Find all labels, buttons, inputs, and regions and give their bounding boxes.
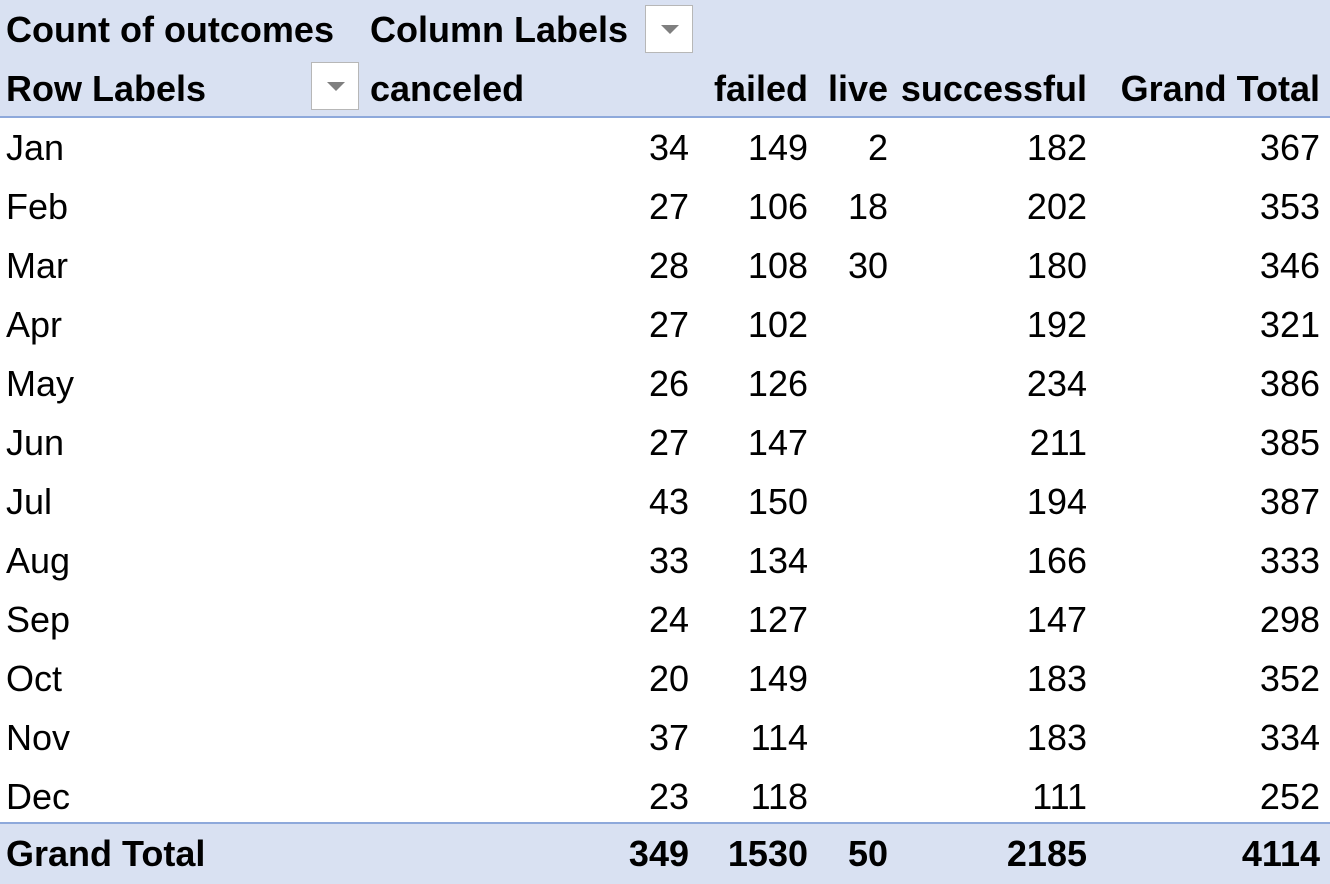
cell-canceled[interactable]: 20 <box>648 658 689 699</box>
cell-successful[interactable]: 166 <box>1026 540 1087 581</box>
grand-total-label[interactable]: Grand Total <box>6 833 206 874</box>
cell-failed[interactable]: 127 <box>747 599 808 640</box>
cell-canceled[interactable]: 27 <box>648 422 689 463</box>
cell-live[interactable]: 2 <box>867 127 888 168</box>
table-row: Mar 28 108 30 180 346 <box>0 236 1330 295</box>
row-label[interactable]: Jul <box>6 481 53 522</box>
table-row: Oct 20 149 183 352 <box>0 649 1330 708</box>
cell-failed[interactable]: 106 <box>747 186 808 227</box>
table-row: Feb 27 106 18 202 353 <box>0 177 1330 236</box>
grand-total-live[interactable]: 50 <box>847 833 888 874</box>
cell-canceled[interactable]: 37 <box>648 717 689 758</box>
row-label[interactable]: Oct <box>6 658 63 699</box>
row-labels-filter-button[interactable] <box>311 62 359 110</box>
cell-successful[interactable]: 182 <box>1026 127 1087 168</box>
cell-grand-total[interactable]: 386 <box>1259 363 1320 404</box>
pivot-header-row-1: Count of outcomes Column Labels <box>0 0 1330 59</box>
cell-canceled[interactable]: 27 <box>648 186 689 227</box>
row-label[interactable]: Dec <box>6 776 71 817</box>
row-label[interactable]: May <box>6 363 75 404</box>
grand-total-canceled[interactable]: 349 <box>628 833 689 874</box>
cell-grand-total[interactable]: 387 <box>1259 481 1320 522</box>
value-field-label[interactable]: Count of outcomes <box>6 9 334 50</box>
cell-canceled[interactable]: 26 <box>648 363 689 404</box>
cell-successful[interactable]: 183 <box>1026 717 1087 758</box>
table-row: Jun 27 147 211 385 <box>0 413 1330 472</box>
table-row: Jul 43 150 194 387 <box>0 472 1330 531</box>
table-row: Sep 24 127 147 298 <box>0 590 1330 649</box>
cell-failed[interactable]: 108 <box>747 245 808 286</box>
row-label[interactable]: Apr <box>6 304 63 345</box>
table-row: Apr 27 102 192 321 <box>0 295 1330 354</box>
header-divider <box>0 116 1330 118</box>
cell-canceled[interactable]: 33 <box>648 540 689 581</box>
cell-canceled[interactable]: 27 <box>648 304 689 345</box>
cell-successful[interactable]: 183 <box>1026 658 1087 699</box>
cell-canceled[interactable]: 28 <box>648 245 689 286</box>
column-header-failed[interactable]: failed <box>713 68 808 109</box>
table-row: Dec 23 118 111 252 <box>0 767 1330 826</box>
cell-failed[interactable]: 147 <box>747 422 808 463</box>
cell-grand-total[interactable]: 367 <box>1259 127 1320 168</box>
column-header-live[interactable]: live <box>827 68 888 109</box>
row-label[interactable]: Jun <box>6 422 65 463</box>
cell-grand-total[interactable]: 385 <box>1259 422 1320 463</box>
table-row: May 26 126 234 386 <box>0 354 1330 413</box>
cell-failed[interactable]: 102 <box>747 304 808 345</box>
cell-failed[interactable]: 114 <box>750 717 808 758</box>
cell-canceled[interactable]: 24 <box>648 599 689 640</box>
column-header-canceled[interactable]: canceled <box>370 68 525 109</box>
column-labels-filter-button[interactable] <box>645 5 693 53</box>
cell-failed[interactable]: 150 <box>747 481 808 522</box>
grand-total-divider <box>0 822 1330 824</box>
table-row: Nov 37 114 183 334 <box>0 708 1330 767</box>
cell-failed[interactable]: 149 <box>747 127 808 168</box>
row-label[interactable]: Mar <box>6 245 68 286</box>
grand-total-failed[interactable]: 1530 <box>727 833 808 874</box>
cell-grand-total[interactable]: 334 <box>1259 717 1320 758</box>
cell-grand-total[interactable]: 333 <box>1259 540 1320 581</box>
cell-successful[interactable]: 234 <box>1026 363 1087 404</box>
row-label[interactable]: Aug <box>6 540 71 581</box>
cell-live[interactable]: 30 <box>847 245 888 286</box>
row-label[interactable]: Jan <box>6 127 65 168</box>
pivot-header-row-2: Row Labels canceled failed live successf… <box>0 59 1330 118</box>
grand-total-row: Grand Total 349 1530 50 2185 4114 <box>0 824 1330 884</box>
cell-successful[interactable]: 147 <box>1026 599 1087 640</box>
cell-grand-total[interactable]: 252 <box>1259 776 1320 817</box>
row-labels-header[interactable]: Row Labels <box>6 68 207 109</box>
column-header-successful[interactable]: successful <box>900 68 1087 109</box>
row-label[interactable]: Feb <box>6 186 69 227</box>
column-labels-header[interactable]: Column Labels <box>370 9 629 50</box>
cell-live[interactable]: 18 <box>847 186 888 227</box>
cell-failed[interactable]: 149 <box>747 658 808 699</box>
cell-canceled[interactable]: 34 <box>648 127 689 168</box>
cell-grand-total[interactable]: 353 <box>1259 186 1320 227</box>
row-label[interactable]: Nov <box>6 717 71 758</box>
chevron-down-icon <box>327 82 345 91</box>
cell-grand-total[interactable]: 346 <box>1259 245 1320 286</box>
cell-grand-total[interactable]: 352 <box>1259 658 1320 699</box>
cell-successful[interactable]: 211 <box>1029 422 1087 463</box>
chevron-down-icon <box>661 25 679 34</box>
cell-failed[interactable]: 126 <box>747 363 808 404</box>
row-label[interactable]: Sep <box>6 599 71 640</box>
cell-grand-total[interactable]: 298 <box>1259 599 1320 640</box>
grand-total-overall[interactable]: 4114 <box>1241 833 1320 874</box>
cell-failed[interactable]: 134 <box>747 540 808 581</box>
grand-total-successful[interactable]: 2185 <box>1006 833 1087 874</box>
cell-successful[interactable]: 180 <box>1026 245 1087 286</box>
cell-successful[interactable]: 202 <box>1026 186 1087 227</box>
cell-canceled[interactable]: 43 <box>648 481 689 522</box>
table-row: Jan 34 149 2 182 367 <box>0 118 1330 177</box>
cell-successful[interactable]: 111 <box>1032 776 1087 817</box>
cell-successful[interactable]: 192 <box>1026 304 1087 345</box>
table-row: Aug 33 134 166 333 <box>0 531 1330 590</box>
column-header-grand-total[interactable]: Grand Total <box>1120 68 1320 109</box>
cell-canceled[interactable]: 23 <box>648 776 689 817</box>
cell-grand-total[interactable]: 321 <box>1259 304 1320 345</box>
cell-failed[interactable]: 118 <box>750 776 808 817</box>
cell-successful[interactable]: 194 <box>1026 481 1087 522</box>
